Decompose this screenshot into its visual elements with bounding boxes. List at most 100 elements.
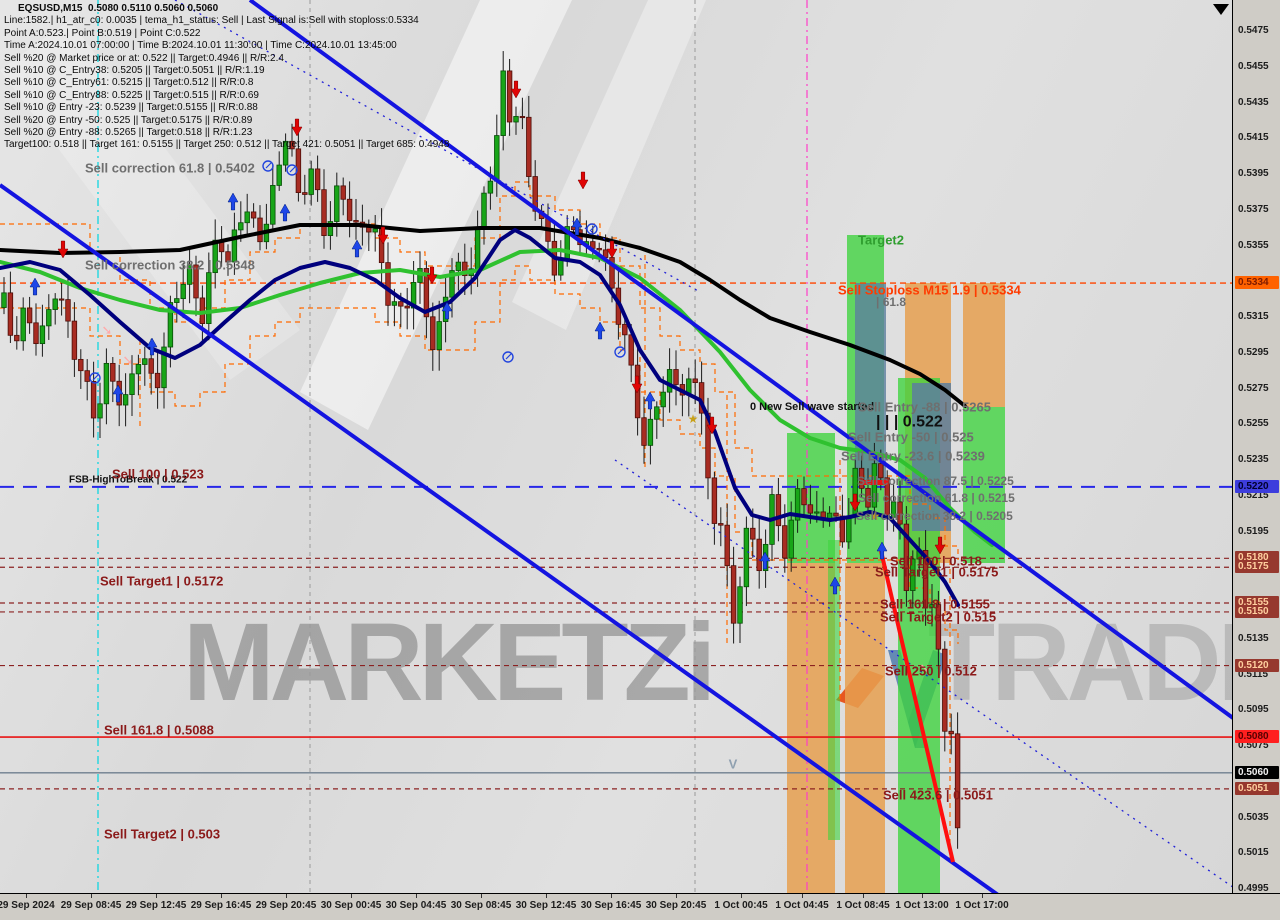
tema-h1-black <box>0 223 967 408</box>
time-tick-label: 29 Sep 16:45 <box>190 900 252 911</box>
candle-body <box>839 515 846 543</box>
candle-body <box>122 394 129 406</box>
candle-body <box>154 372 161 389</box>
candle-body <box>462 261 468 277</box>
chart-annotation: Sell Target2 | 0.503 <box>104 827 220 842</box>
pink-arrow-icon: ➘ <box>920 661 931 676</box>
price-tick-label: 0.5395 <box>1238 168 1269 179</box>
candlestick-chart[interactable]: MARKETZi TRADE ★ ★ ★ ➘ ➘ ➘ V Sell correction 61.8… <box>0 0 1232 893</box>
time-tick-label: 29 Sep 08:45 <box>60 900 122 911</box>
circle-marker-icon <box>614 346 626 358</box>
circle-marker-icon <box>505 353 512 360</box>
v-marker: V <box>729 757 738 772</box>
candle-body <box>737 586 743 624</box>
time-tick-mark <box>156 894 157 898</box>
candle-body <box>865 487 871 508</box>
chart-plot-area[interactable]: MARKETZi TRADE ★ ★ ★ ➘ ➘ ➘ V Sell correction 61.8… <box>0 0 1233 893</box>
candle-body <box>225 251 231 263</box>
sell-arrow-icon <box>706 416 718 435</box>
candle-body <box>750 527 756 540</box>
price-tick-label: 0.5435 <box>1238 96 1269 108</box>
candle-body <box>942 648 948 732</box>
time-tick-mark <box>481 894 482 898</box>
info-panel: EQSUSD,M15 0.5080 0.5110 0.5060 0.5060 L… <box>4 3 449 152</box>
circle-marker-icon <box>617 348 624 355</box>
sell-move-red-line[interactable] <box>879 550 955 863</box>
time-tick-label: 29 Sep 12:45 <box>125 900 187 911</box>
candle-body <box>423 268 430 318</box>
chart-annotation: 0 New Sell wave started <box>750 401 874 413</box>
buy-arrow-icon <box>594 321 606 340</box>
time-tick-label: 30 Sep 12:45 <box>515 900 577 911</box>
time-tick-label: 30 Sep 16:45 <box>580 900 642 911</box>
candle-body <box>372 228 378 233</box>
candle-body <box>801 488 807 506</box>
price-tick-label: 0.5075 <box>1238 740 1269 751</box>
time-tick-mark <box>26 894 27 898</box>
time-tick-mark <box>802 894 803 898</box>
candle-body <box>90 381 97 419</box>
candle-body <box>506 70 513 123</box>
candle-body <box>654 406 660 420</box>
candles-layer[interactable] <box>1 51 961 849</box>
candle-body <box>494 135 500 182</box>
candle-body <box>814 511 820 514</box>
candle-body <box>436 321 442 351</box>
candle-body <box>890 501 897 518</box>
price-badge: 0.5051 <box>1235 781 1279 795</box>
symbol-ohlc-line: EQSUSD,M15 0.5080 0.5110 0.5060 0.5060 <box>18 3 219 14</box>
signal-markers: ★ ★ ★ ➘ ➘ ➘ V <box>29 80 946 772</box>
candle-body <box>954 733 961 829</box>
candle-body <box>314 168 321 191</box>
candle-body <box>321 189 327 236</box>
candle-body <box>282 140 289 166</box>
red-entry-tick <box>862 480 888 485</box>
price-badge: 0.5060 <box>1235 765 1279 779</box>
candle-body <box>660 391 666 408</box>
candle-body <box>276 164 282 186</box>
candle-body <box>481 192 487 228</box>
candle-body <box>346 198 353 221</box>
atr-upper-band <box>0 181 959 560</box>
price-badge: 0.5120 <box>1235 658 1279 672</box>
candle-body <box>14 334 20 342</box>
candle-body <box>833 512 839 517</box>
candle-body <box>474 226 481 270</box>
price-badge: 0.5334 <box>1235 276 1279 290</box>
chart-annotation: Sell Entry -23.6 | 0.5239 <box>841 449 985 464</box>
candle-body <box>871 463 878 508</box>
candle-body <box>295 148 302 193</box>
channel-lower[interactable] <box>0 183 1008 893</box>
time-tick-label: 30 Sep 20:45 <box>645 900 707 911</box>
watermark-trade: TRADE <box>928 601 1232 724</box>
chart-annotation: Sell 423.6 | 0.5051 <box>883 788 993 803</box>
time-tick-label: 1 Oct 00:45 <box>714 900 768 911</box>
chart-annotation: Sell correction 61.8 | 0.5215 <box>858 491 1015 505</box>
candle-body <box>167 302 174 348</box>
dotted-lower[interactable] <box>614 459 1232 892</box>
sell-entry38-line: Sell %10 @ C_Entry38: 0.5205 || Target:0… <box>4 65 265 77</box>
candle-body <box>922 550 929 608</box>
candle-body <box>775 494 782 527</box>
candle-body <box>7 292 14 336</box>
circle-marker-icon <box>502 351 514 363</box>
price-tick-label: 0.5295 <box>1238 346 1269 358</box>
candle-body <box>308 168 314 195</box>
candle-body <box>391 301 398 306</box>
time-axis[interactable]: 29 Sep 2024 29 Sep 08:45 29 Sep 12:45 29 Se… <box>0 893 1280 920</box>
candle-body <box>39 325 46 345</box>
candle-body <box>596 247 602 251</box>
time-tick-mark <box>351 894 352 898</box>
zone-rect <box>787 563 835 893</box>
chart-annotation: Sell 161.8 | 0.5088 <box>104 723 214 738</box>
price-axis[interactable]: 0.5475 0.5455 0.5435 0.5415 0.5395 0.5375 0.53… <box>1233 0 1280 894</box>
time-tick-label: 30 Sep 00:45 <box>320 900 382 911</box>
price-badge: 0.5220 <box>1235 479 1279 493</box>
price-tick-label: 0.5255 <box>1238 418 1269 430</box>
candle-body <box>84 370 90 382</box>
chart-annotation: Sell correction 38.2 | 0.5348 <box>85 258 255 273</box>
time-tick-label: 29 Sep 2024 <box>0 900 55 911</box>
channel-upper[interactable] <box>248 0 1232 720</box>
time-tick-label: 1 Oct 08:45 <box>836 900 890 911</box>
candle-body <box>692 378 698 384</box>
